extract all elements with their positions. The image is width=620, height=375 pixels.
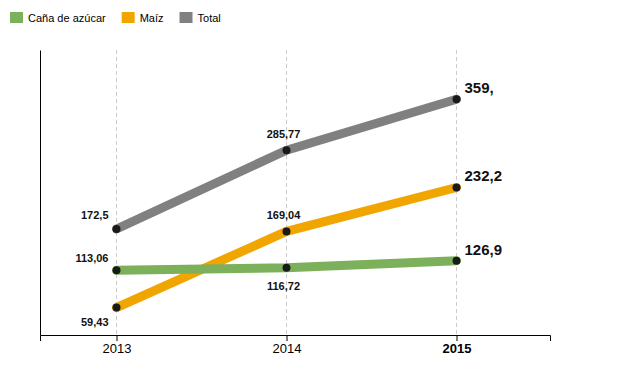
data-label: 232,2 [465, 167, 503, 184]
point [453, 257, 461, 265]
legend-item: Caña de azúcar [10, 12, 106, 24]
y-axis [40, 51, 41, 336]
data-labels: 113,06 116,72 126,9 59,43 169,04 232,2 172,5 28… [75, 79, 502, 327]
x-tick: 2014 [273, 335, 302, 356]
x-tick-mark [117, 335, 118, 341]
x-tick-label: 2013 [103, 341, 132, 356]
x-tick: 2013 [103, 335, 132, 356]
legend-swatch [122, 12, 135, 23]
x-tick-mark [287, 335, 288, 341]
chart: 2013 2014 2015 113,06 116,72 126,9 59,43 169,04… [0, 0, 620, 375]
grid-line [286, 50, 287, 335]
legend-item: Maíz [122, 12, 164, 24]
legend-swatch [10, 12, 23, 23]
data-label: 59,43 [81, 316, 109, 328]
point [453, 95, 461, 103]
legend-label: Caña de azúcar [28, 12, 106, 24]
x-tick-mark [457, 335, 458, 341]
data-label: 285,77 [267, 128, 301, 140]
series-line [117, 99, 457, 229]
marks [113, 95, 461, 311]
point [283, 227, 291, 235]
legend-label: Maíz [140, 12, 164, 24]
data-label: 116,72 [267, 280, 300, 292]
series-line [117, 187, 457, 307]
plot: 2013 2014 2015 113,06 116,72 126,9 59,43 169,04… [41, 50, 551, 356]
point [113, 304, 121, 312]
data-label: 359, [465, 79, 494, 96]
legend: Caña de azúcar Maíz Total [10, 12, 221, 24]
point [283, 264, 291, 272]
data-label: 169,04 [267, 209, 302, 221]
x-axis-line [41, 336, 551, 342]
data-label: 126,9 [465, 241, 503, 258]
x-tick: 2015 [443, 335, 472, 356]
legend-item: Total [180, 12, 221, 24]
point [113, 266, 121, 274]
x-axis: 2013 2014 2015 [41, 335, 551, 356]
legend-label: Total [198, 12, 221, 24]
x-tick-label: 2014 [273, 341, 302, 356]
point [113, 225, 121, 233]
grid-line [116, 50, 117, 335]
point [453, 183, 461, 191]
point [283, 146, 291, 154]
data-label: 113,06 [75, 252, 108, 264]
grid-line [456, 50, 457, 335]
x-tick-label: 2015 [443, 341, 472, 356]
grid [117, 50, 457, 335]
data-label: 172,5 [81, 209, 109, 221]
legend-swatch [180, 12, 193, 23]
y-axis-line [40, 51, 41, 336]
